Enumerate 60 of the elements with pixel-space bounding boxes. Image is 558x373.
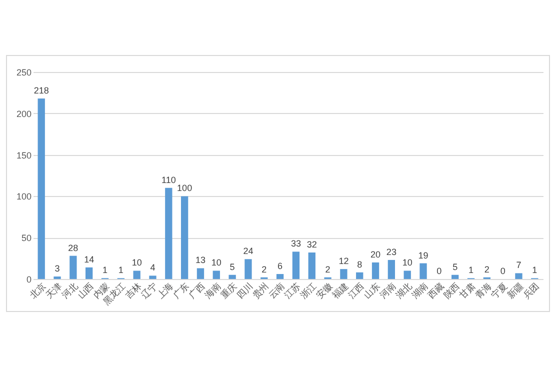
y-tick-label: 200 — [16, 108, 32, 119]
bar — [86, 267, 93, 279]
data-label: 28 — [68, 242, 78, 253]
data-label: 5 — [452, 262, 458, 272]
data-label: 23 — [386, 246, 396, 257]
data-label: 218 — [34, 85, 49, 96]
data-label: 10 — [132, 258, 142, 268]
bar — [70, 256, 77, 279]
y-tick-label: 50 — [21, 233, 32, 244]
data-label: 8 — [357, 259, 362, 270]
data-label: 32 — [306, 240, 317, 250]
data-label: 2 — [484, 264, 490, 274]
bar — [244, 259, 252, 279]
bar — [228, 274, 236, 279]
data-label: 1 — [532, 265, 538, 276]
data-label: 110 — [161, 174, 176, 185]
bar — [308, 252, 316, 279]
bar — [372, 262, 380, 279]
data-label: 0 — [500, 266, 506, 276]
data-label: 19 — [418, 250, 428, 260]
bar — [420, 263, 427, 279]
bar — [292, 252, 300, 279]
bar — [452, 274, 459, 279]
data-label: 20 — [370, 249, 381, 260]
data-label: 13 — [195, 255, 206, 266]
data-label: 3 — [54, 264, 60, 274]
data-label: 4 — [150, 262, 156, 273]
data-label: 10 — [402, 258, 412, 268]
bar — [356, 272, 364, 279]
bar — [38, 98, 45, 279]
bar — [180, 196, 188, 279]
data-label: 7 — [516, 260, 522, 270]
data-label: 1 — [468, 265, 474, 276]
bar — [340, 269, 348, 279]
data-label: 12 — [338, 256, 349, 266]
bar — [404, 270, 411, 279]
bar — [149, 276, 156, 279]
data-label: 6 — [278, 261, 283, 272]
bar — [276, 274, 284, 279]
data-label: 33 — [290, 238, 301, 249]
y-tick-label: 0 — [26, 274, 32, 284]
y-tick-label: 250 — [16, 68, 32, 78]
bar — [196, 268, 204, 279]
data-label: 24 — [243, 246, 254, 256]
data-label: 5 — [230, 262, 235, 272]
bar — [165, 188, 172, 279]
data-label: 1 — [118, 265, 124, 276]
y-tick-label: 100 — [16, 192, 32, 202]
data-label: 1 — [102, 265, 108, 276]
data-label: 2 — [262, 264, 267, 274]
bar — [212, 270, 220, 279]
bar — [388, 260, 396, 279]
bar — [515, 273, 522, 279]
y-tick-label: 150 — [16, 150, 32, 160]
data-label: 2 — [325, 264, 330, 274]
bar — [133, 270, 140, 279]
data-label: 100 — [177, 183, 192, 194]
data-label: 10 — [211, 258, 222, 268]
data-label: 0 — [436, 266, 442, 276]
data-label: 14 — [84, 254, 94, 264]
